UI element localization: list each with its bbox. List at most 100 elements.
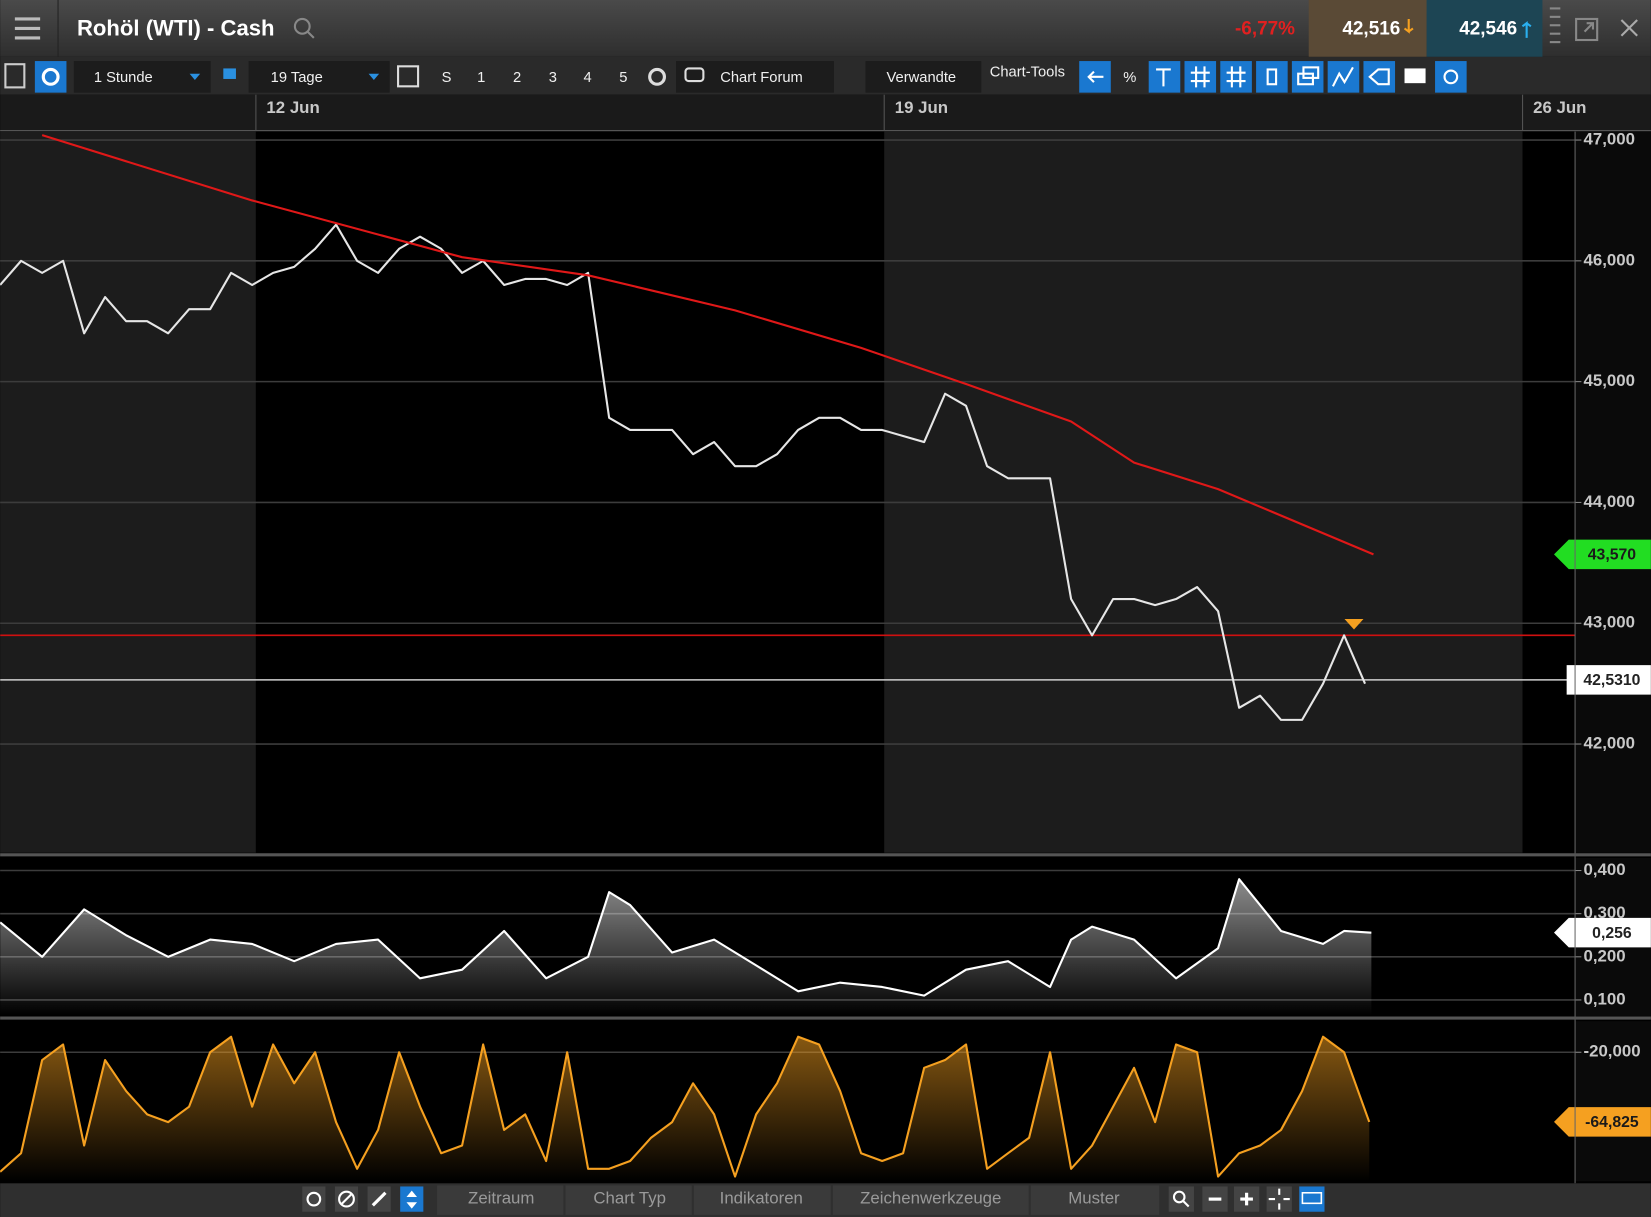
day-button[interactable]: 1 bbox=[477, 70, 485, 86]
tool-button[interactable] bbox=[1435, 61, 1467, 93]
tool-button[interactable] bbox=[1327, 61, 1360, 93]
day-button[interactable]: 2 bbox=[513, 70, 521, 86]
footer-tab-text: Zeichenwerkzeuge bbox=[860, 1189, 1001, 1208]
footer-tab-text: Indikatoren bbox=[720, 1189, 803, 1208]
chart-tools-label: Chart-Tools bbox=[990, 65, 1065, 81]
value-tag bbox=[1554, 917, 1651, 948]
day-band bbox=[884, 131, 1523, 853]
list-button[interactable] bbox=[4, 63, 26, 89]
day-button[interactable]: S bbox=[442, 70, 452, 86]
forum-text: Chart Forum bbox=[720, 70, 803, 86]
interval-text: 1 Stunde bbox=[94, 70, 153, 86]
tool-button[interactable] bbox=[1184, 61, 1217, 93]
refresh-button[interactable] bbox=[302, 1186, 326, 1212]
footer-tab[interactable] bbox=[565, 1185, 692, 1215]
scroll-button[interactable] bbox=[400, 1186, 424, 1212]
percent-button[interactable]: % bbox=[1123, 70, 1136, 86]
chart-area: 42,000 43,000 44,000 45,000 46,000 47,000 43,5… bbox=[0, 94, 1651, 1182]
y-tick-label: 45,000 bbox=[1583, 371, 1634, 390]
footer-tab[interactable] bbox=[437, 1185, 564, 1215]
date-bar bbox=[0, 94, 1651, 132]
range-text: 19 Tage bbox=[271, 70, 323, 86]
up-arrow bbox=[1521, 21, 1532, 38]
y-tick-label: 47,000 bbox=[1583, 130, 1634, 149]
day-button[interactable]: 3 bbox=[549, 70, 557, 86]
day-band bbox=[0, 131, 256, 853]
value-tag-label: 43,570 bbox=[1588, 547, 1636, 564]
y-tick-label: 42,000 bbox=[1583, 733, 1634, 752]
series-line bbox=[0, 223, 1367, 721]
day-button[interactable]: 5 bbox=[619, 70, 627, 86]
calendar-button[interactable] bbox=[397, 65, 420, 88]
value-tag-label: 0,256 bbox=[1592, 925, 1632, 942]
panel: 42,000 43,000 44,000 45,000 46,000 47,000 43,5… bbox=[0, 130, 1651, 853]
bid-price: 42,516 bbox=[1342, 18, 1400, 39]
area-fill bbox=[0, 879, 1372, 1016]
gear-button[interactable] bbox=[648, 67, 667, 86]
search-icon[interactable] bbox=[293, 17, 315, 39]
value-tag bbox=[1566, 665, 1651, 695]
day-band bbox=[1522, 131, 1576, 853]
footer-tab[interactable] bbox=[1030, 1185, 1160, 1215]
forum-icon bbox=[684, 67, 705, 83]
series-group bbox=[0, 878, 1372, 1016]
footer-tab-text: Zeitraum bbox=[468, 1189, 534, 1208]
menu-button[interactable] bbox=[14, 17, 41, 40]
panel: -20,000 -64,825 bbox=[0, 1021, 1651, 1182]
footer-tab[interactable] bbox=[832, 1185, 1029, 1215]
zoom-button[interactable] bbox=[1168, 1186, 1194, 1212]
value-tag-label: 42,5310 bbox=[1583, 672, 1640, 689]
y-tick-label: 0,400 bbox=[1583, 860, 1625, 879]
zoom-controls bbox=[1168, 1186, 1325, 1212]
interval-select[interactable] bbox=[73, 61, 211, 93]
series-group bbox=[0, 1035, 1371, 1182]
series-group bbox=[0, 134, 1576, 721]
popout-button[interactable] bbox=[1575, 17, 1599, 42]
related-text: Verwandte bbox=[887, 70, 957, 86]
day-buttons: S 1 2 3 4 5 bbox=[442, 70, 628, 86]
dropdown-arrow bbox=[189, 73, 201, 81]
day-band bbox=[255, 131, 885, 853]
close-button[interactable] bbox=[1620, 19, 1638, 37]
footer-tab-text: Muster bbox=[1068, 1189, 1120, 1208]
related-button[interactable] bbox=[865, 61, 982, 93]
value-tag bbox=[1554, 539, 1651, 570]
y-tick-label: 46,000 bbox=[1583, 250, 1634, 269]
range-select[interactable] bbox=[248, 61, 390, 93]
data-button[interactable] bbox=[1299, 1186, 1325, 1212]
x-tick-label: 26 Jun bbox=[1533, 98, 1586, 117]
y-tick-label: 0,300 bbox=[1583, 903, 1625, 922]
series-line bbox=[41, 134, 1374, 556]
footer-tab[interactable] bbox=[693, 1185, 831, 1215]
x-tick-label: 12 Jun bbox=[266, 98, 319, 117]
series-line bbox=[0, 878, 1372, 997]
x-tick-label: 19 Jun bbox=[895, 98, 948, 117]
tool-icons bbox=[1087, 66, 1459, 88]
panel: 0,100 0,200 0,300 0,400 0,256 bbox=[0, 858, 1651, 1016]
settings-icon bbox=[41, 67, 60, 86]
settings-button[interactable] bbox=[34, 61, 67, 93]
series-line bbox=[0, 1035, 1371, 1178]
axis-background bbox=[1575, 131, 1651, 853]
instrument-title: Rohöl (WTI) - Cash bbox=[77, 15, 275, 40]
bid-box[interactable] bbox=[1308, 0, 1427, 57]
y-tick-label: 0,200 bbox=[1583, 946, 1625, 965]
footer-tabs bbox=[437, 1185, 1160, 1215]
lock-icon[interactable] bbox=[223, 68, 236, 79]
alert-marker bbox=[1344, 619, 1364, 630]
value-tag bbox=[1554, 1107, 1651, 1137]
tool-button[interactable] bbox=[1256, 61, 1288, 93]
y-tick-label: 43,000 bbox=[1583, 613, 1634, 632]
area-fill bbox=[0, 1036, 1370, 1182]
day-button[interactable]: 4 bbox=[583, 70, 591, 86]
down-arrow bbox=[1403, 18, 1414, 34]
value-tag-label: -64,825 bbox=[1585, 1114, 1639, 1131]
y-tick-label: 0,100 bbox=[1583, 989, 1625, 1008]
change-percent: -6,77% bbox=[1235, 18, 1295, 39]
tool-button[interactable] bbox=[1220, 61, 1252, 93]
ask-box[interactable] bbox=[1426, 0, 1543, 57]
drag-handle[interactable] bbox=[1549, 7, 1561, 44]
